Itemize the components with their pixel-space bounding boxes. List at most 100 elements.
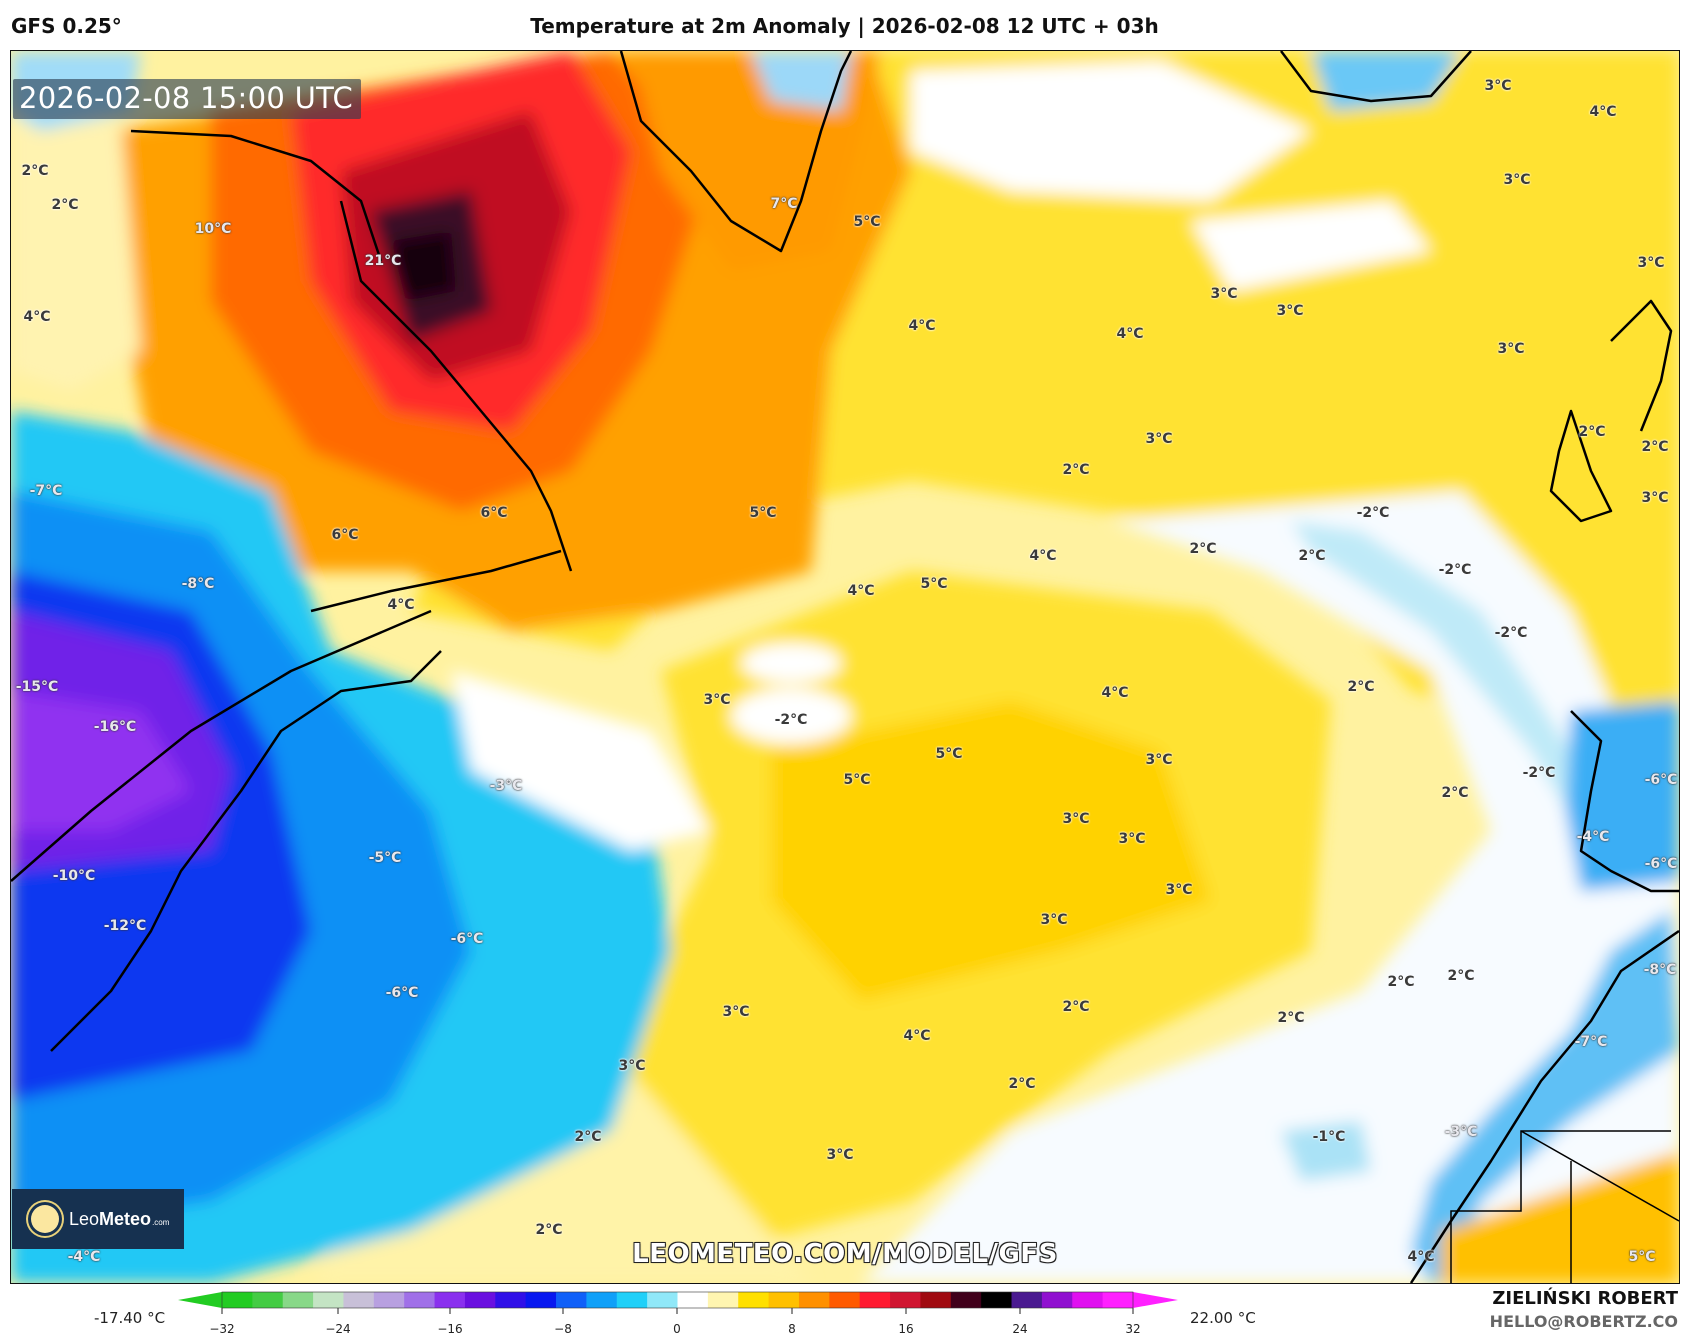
- temperature-label: 3°C: [1497, 341, 1525, 357]
- colorbar-tick: 24: [1012, 1322, 1028, 1336]
- temperature-label: 4°C: [1589, 104, 1617, 120]
- colorbar-max-value: 22.00 °C: [1190, 1309, 1256, 1327]
- temperature-label: 6°C: [331, 527, 359, 543]
- temperature-label: 3°C: [722, 1004, 750, 1020]
- temperature-label: 21°C: [364, 253, 402, 269]
- temperature-label: 2°C: [21, 163, 49, 179]
- temperature-label: -2°C: [1494, 625, 1528, 641]
- temperature-label: 4°C: [387, 597, 415, 613]
- temperature-label: 3°C: [1040, 912, 1068, 928]
- temperature-label: 4°C: [903, 1028, 931, 1044]
- temperature-label: -2°C: [1356, 505, 1390, 521]
- author-email[interactable]: HELLO@ROBERTZ.CO: [1489, 1312, 1678, 1331]
- temperature-label: -10°C: [52, 868, 96, 884]
- colorbar-tick: 16: [898, 1322, 914, 1336]
- colorbar-tick: −16: [437, 1322, 463, 1336]
- temperature-label: 2°C: [1189, 541, 1217, 557]
- temperature-label: 2°C: [1008, 1076, 1036, 1092]
- temperature-label: 3°C: [703, 692, 731, 708]
- temperature-label: 3°C: [1637, 255, 1665, 271]
- temperature-label: -6°C: [450, 931, 484, 947]
- temperature-label: 2°C: [574, 1129, 602, 1145]
- map-fill: [11, 51, 1679, 1283]
- colorbar-tick: −32: [209, 1322, 235, 1336]
- sun-icon: [31, 1205, 59, 1233]
- model-label: GFS 0.25°: [11, 14, 122, 38]
- temperature-label: 3°C: [1145, 431, 1173, 447]
- temperature-label: 3°C: [1145, 752, 1173, 768]
- temperature-label: 4°C: [23, 309, 51, 325]
- temperature-label: 10°C: [194, 221, 232, 237]
- temperature-label: 2°C: [1298, 548, 1326, 564]
- temperature-label: 4°C: [1116, 326, 1144, 342]
- temperature-label: 6°C: [480, 505, 508, 521]
- temperature-label: 2°C: [1641, 439, 1669, 455]
- valid-time-badge: 2026-02-08 15:00 UTC: [13, 79, 362, 119]
- temperature-label: 3°C: [826, 1147, 854, 1163]
- temperature-label: -7°C: [29, 483, 63, 499]
- temperature-label: -4°C: [67, 1249, 101, 1265]
- temperature-label: 7°C: [770, 196, 798, 212]
- temperature-label: 3°C: [1118, 831, 1146, 847]
- url-watermark: LEOMETEO.COM/MODEL/GFS: [632, 1239, 1058, 1269]
- colorbar-tick: 0: [673, 1322, 681, 1336]
- temperature-label: -12°C: [103, 918, 147, 934]
- temperature-label: 2°C: [535, 1222, 563, 1238]
- temperature-label: -8°C: [181, 576, 215, 592]
- colorbar-min-value: -17.40 °C: [94, 1309, 166, 1327]
- temperature-label: 2°C: [1062, 462, 1090, 478]
- temperature-label: 2°C: [1578, 424, 1606, 440]
- temperature-label: -3°C: [1444, 1124, 1478, 1140]
- temperature-label: 3°C: [1210, 286, 1238, 302]
- chart-title: Temperature at 2m Anomaly | 2026-02-08 1…: [530, 14, 1159, 38]
- temperature-label: 3°C: [1641, 490, 1669, 506]
- temperature-label: -2°C: [1438, 562, 1472, 578]
- temperature-label: -6°C: [1644, 856, 1678, 872]
- temperature-label: 5°C: [920, 576, 948, 592]
- temperature-label: 3°C: [618, 1058, 646, 1074]
- temperature-label: -6°C: [1644, 772, 1678, 788]
- temperature-label: 2°C: [1062, 999, 1090, 1015]
- author-name: ZIELIŃSKI ROBERT: [1492, 1288, 1678, 1309]
- temperature-label: -15°C: [15, 679, 59, 695]
- temperature-label: 3°C: [1484, 78, 1512, 94]
- temperature-label: -16°C: [93, 719, 137, 735]
- temperature-label: 3°C: [1165, 882, 1193, 898]
- temperature-label: 4°C: [847, 583, 875, 599]
- colorbar-tick: 8: [788, 1322, 796, 1336]
- temperature-label: 2°C: [1387, 974, 1415, 990]
- colorbar-tick: 32: [1125, 1322, 1141, 1336]
- temperature-label: 2°C: [1441, 785, 1469, 801]
- temperature-label: -1°C: [1312, 1129, 1346, 1145]
- temperature-label: -6°C: [385, 985, 419, 1001]
- leometeo-logo[interactable]: LeoMeteo.com: [12, 1189, 184, 1249]
- temperature-label: -4°C: [1576, 829, 1610, 845]
- colorbar-tick: −8: [554, 1322, 572, 1336]
- temperature-label: 4°C: [908, 318, 936, 334]
- temperature-label: 3°C: [1276, 303, 1304, 319]
- temperature-label: -8°C: [1643, 962, 1677, 978]
- temperature-label: 2°C: [1347, 679, 1375, 695]
- temperature-label: -7°C: [1574, 1034, 1608, 1050]
- temperature-label: 5°C: [853, 214, 881, 230]
- temperature-label: 2°C: [1447, 968, 1475, 984]
- temperature-label: 4°C: [1029, 548, 1057, 564]
- temperature-anomaly-map: 2026-02-08 15:00 UTC 2°C 2°C 10°C 21°C 4°C 7°…: [10, 50, 1680, 1284]
- temperature-label: -3°C: [489, 778, 523, 794]
- temperature-label: 5°C: [749, 505, 777, 521]
- temperature-label: 4°C: [1101, 685, 1129, 701]
- temperature-label: -5°C: [368, 850, 402, 866]
- temperature-label: 3°C: [1062, 811, 1090, 827]
- temperature-label: 5°C: [1628, 1249, 1656, 1265]
- temperature-label: 5°C: [843, 772, 871, 788]
- logo-text: LeoMeteo.com: [69, 1208, 170, 1229]
- temperature-label: 3°C: [1503, 172, 1531, 188]
- temperature-label: 4°C: [1407, 1249, 1435, 1265]
- temperature-label: -2°C: [1522, 765, 1556, 781]
- temperature-label: -2°C: [774, 712, 808, 728]
- temperature-label: 2°C: [51, 197, 79, 213]
- temperature-label: 5°C: [935, 746, 963, 762]
- temperature-label: 2°C: [1277, 1010, 1305, 1026]
- colorbar: [178, 1291, 1178, 1314]
- colorbar-tick: −24: [325, 1322, 351, 1336]
